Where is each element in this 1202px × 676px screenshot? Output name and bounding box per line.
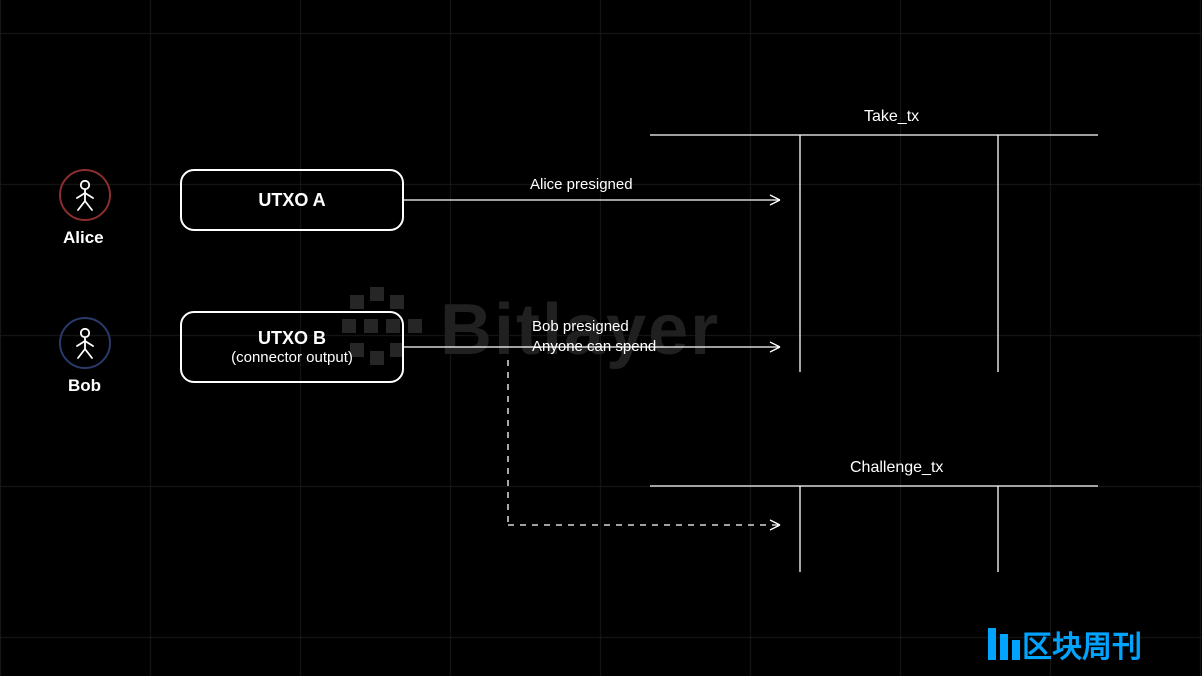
node-utxo-b: UTXO B (connector output)	[180, 311, 404, 383]
brand-text: 区块周刊	[1022, 622, 1142, 666]
edge-label-bob-presigned: Bob presigned	[532, 318, 629, 335]
actor-alice-label: Alice	[63, 228, 104, 248]
person-icon	[71, 178, 99, 212]
actor-bob-circle	[59, 317, 111, 369]
site-brand: 区块周刊	[986, 622, 1142, 666]
label-challenge-tx: Challenge_tx	[850, 459, 943, 477]
utxo-a-title: UTXO A	[258, 190, 325, 211]
brand-bars-icon	[986, 626, 1022, 662]
utxo-b-sub: (connector output)	[231, 349, 353, 366]
label-take-tx: Take_tx	[864, 108, 919, 126]
edge-label-anyone-spend: Anyone can spend	[532, 338, 656, 355]
node-utxo-a: UTXO A	[180, 169, 404, 231]
actor-bob-label: Bob	[68, 376, 101, 396]
utxo-b-title: UTXO B	[258, 328, 326, 349]
diagram-stage: Bitlayer Alice Bob UTXO A UTXO B	[0, 0, 1202, 676]
edge-label-alice-presigned: Alice presigned	[530, 176, 633, 193]
actor-alice-circle	[59, 169, 111, 221]
person-icon	[71, 326, 99, 360]
